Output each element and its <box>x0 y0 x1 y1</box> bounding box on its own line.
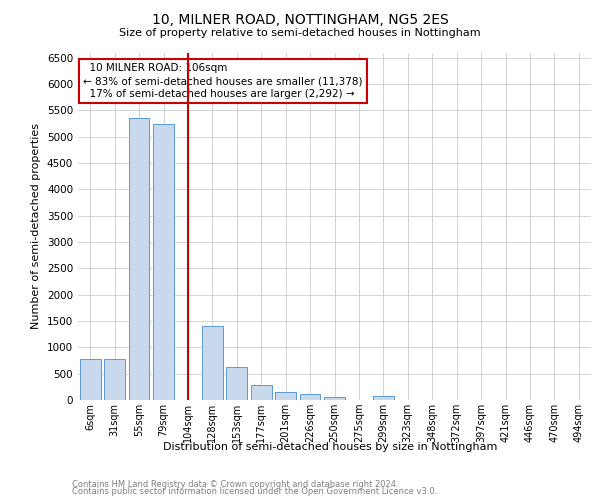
Text: Distribution of semi-detached houses by size in Nottingham: Distribution of semi-detached houses by … <box>163 442 497 452</box>
Bar <box>324 398 345 400</box>
Bar <box>373 396 394 400</box>
Text: 10 MILNER ROAD: 106sqm
← 83% of semi-detached houses are smaller (11,378)
  17% : 10 MILNER ROAD: 106sqm ← 83% of semi-det… <box>83 63 362 100</box>
Bar <box>226 368 247 400</box>
Bar <box>128 118 149 400</box>
Text: Contains HM Land Registry data © Crown copyright and database right 2024.: Contains HM Land Registry data © Crown c… <box>72 480 398 489</box>
Bar <box>251 386 272 400</box>
Bar <box>202 326 223 400</box>
Bar <box>80 359 101 400</box>
Text: Contains public sector information licensed under the Open Government Licence v3: Contains public sector information licen… <box>72 488 437 496</box>
Bar <box>104 359 125 400</box>
Bar <box>153 124 174 400</box>
Bar <box>299 394 320 400</box>
Text: Size of property relative to semi-detached houses in Nottingham: Size of property relative to semi-detach… <box>119 28 481 38</box>
Bar <box>275 392 296 400</box>
Y-axis label: Number of semi-detached properties: Number of semi-detached properties <box>31 123 41 329</box>
Text: 10, MILNER ROAD, NOTTINGHAM, NG5 2ES: 10, MILNER ROAD, NOTTINGHAM, NG5 2ES <box>152 12 448 26</box>
